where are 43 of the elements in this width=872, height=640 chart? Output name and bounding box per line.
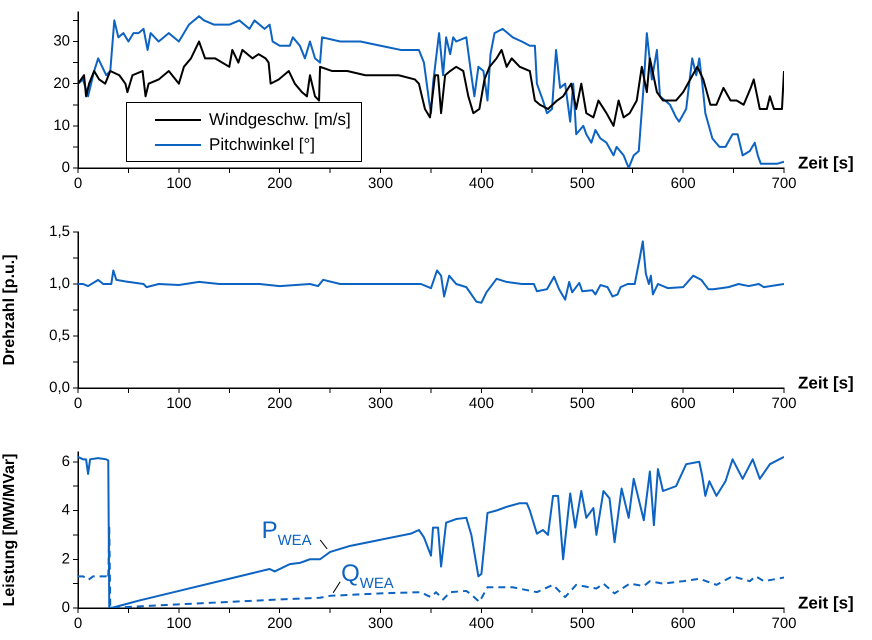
y-axis-title: Drehzahl [p.u.] [1, 254, 18, 366]
x-tick-label: 200 [267, 395, 292, 412]
y-axis-title: Leistung [MW/MVar] [1, 454, 18, 606]
y-tick-label: 0,0 [49, 379, 70, 396]
x-tick-label: 700 [771, 175, 797, 192]
x-tick-label: 0 [74, 395, 82, 412]
x-tick-label: 200 [267, 175, 292, 192]
y-tick-label: 0 [62, 159, 70, 176]
x-tick-label: 300 [368, 395, 394, 412]
x-tick-label: 600 [670, 175, 696, 192]
x-axis-title: Zeit [s] [798, 594, 854, 613]
x-tick-label: 600 [670, 615, 696, 632]
y-tick-label: 20 [53, 74, 70, 92]
y-tick-label: 4 [62, 502, 70, 519]
y-tick-label: 1,0 [49, 275, 70, 292]
x-tick-label: 400 [468, 395, 494, 412]
x-tick-label: 200 [267, 615, 292, 632]
x-tick-label: 500 [570, 615, 595, 632]
y-tick-label: 2 [62, 550, 70, 568]
x-tick-label: 500 [570, 175, 595, 192]
legend-label: Pitchwinkel [°] [209, 134, 316, 156]
y-tick-label: 0 [62, 599, 70, 616]
x-tick-label: 400 [468, 175, 494, 192]
y-tick-label: 30 [53, 32, 70, 50]
x-tick-label: 600 [670, 395, 696, 412]
x-tick-label: 100 [166, 395, 192, 412]
x-tick-label: 0 [74, 615, 82, 632]
x-tick-label: 100 [166, 615, 192, 632]
x-tick-label: 300 [368, 175, 394, 192]
x-tick-label: 700 [771, 395, 797, 412]
y-tick-label: 1,5 [49, 223, 70, 240]
x-tick-label: 0 [74, 175, 82, 192]
y-tick-label: 10 [53, 116, 70, 134]
y-tick-label: 6 [62, 452, 70, 470]
legend-label: Windgeschw. [m/s] [209, 109, 351, 131]
x-tick-label: 300 [368, 615, 394, 632]
x-axis-title: Zeit [s] [798, 374, 854, 393]
y-tick-label: 0,5 [49, 327, 70, 344]
x-tick-label: 100 [166, 175, 192, 192]
x-axis-title: Zeit [s] [798, 154, 854, 173]
x-tick-label: 500 [570, 395, 595, 412]
x-tick-label: 700 [771, 615, 797, 632]
x-tick-label: 400 [468, 615, 494, 632]
